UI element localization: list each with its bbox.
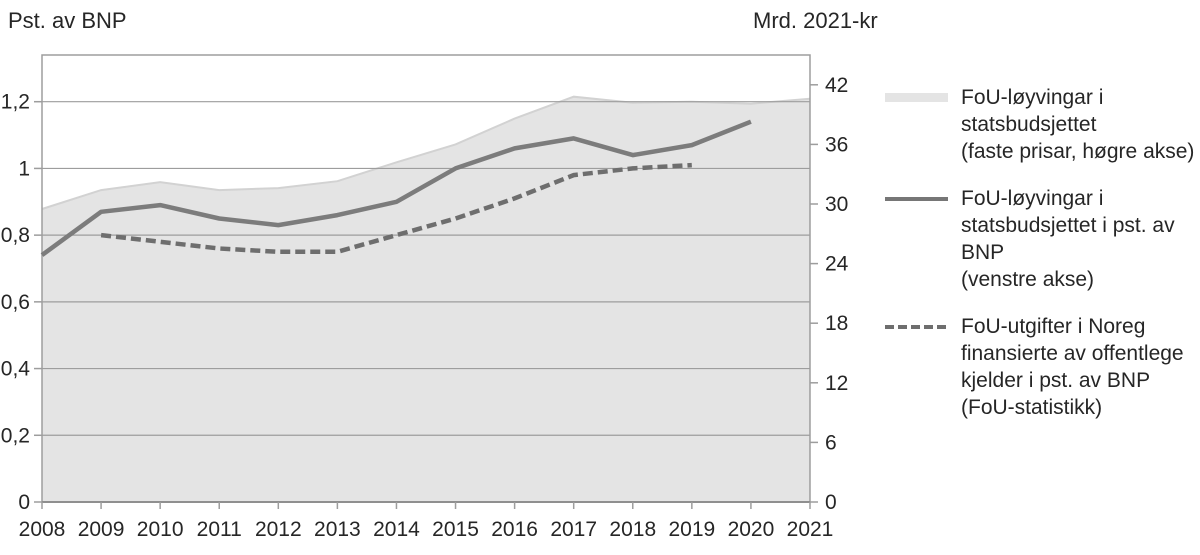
right-axis-tick-label: 42 <box>825 74 848 97</box>
right-axis-tick-label: 24 <box>825 253 849 276</box>
legend-entry-area: FoU-løyvingar i statsbudsjettet (faste p… <box>885 84 1195 165</box>
x-axis-tick-label: 2009 <box>78 518 125 541</box>
legend-line: kjelder i pst. av BNP <box>961 369 1151 392</box>
right-axis-tick-label: 6 <box>825 431 837 454</box>
x-axis-tick-label: 2021 <box>787 518 834 541</box>
legend-line: FoU-løyvingar i <box>961 86 1104 109</box>
legend-line: statsbudsjettet i pst. av BNP <box>961 214 1175 264</box>
left-axis-tick-label: 1 <box>18 157 30 180</box>
x-axis-tick-label: 2020 <box>728 518 775 541</box>
legend-label-solid-line: FoU-løyvingar i statsbudsjettet i pst. a… <box>961 185 1195 293</box>
legend-entry-dashed-line: FoU-utgifter i Noreg finansierte av offe… <box>885 313 1195 421</box>
solid-line-swatch-icon <box>885 196 948 201</box>
x-axis-tick-label: 2016 <box>491 518 538 541</box>
area-swatch-cell <box>885 84 948 111</box>
x-axis-tick-label: 2012 <box>255 518 302 541</box>
legend: FoU-løyvingar i statsbudsjettet (faste p… <box>885 84 1195 421</box>
x-axis-tick-label: 2015 <box>432 518 479 541</box>
x-axis-tick-label: 2008 <box>19 518 66 541</box>
x-axis-tick-label: 2018 <box>609 518 656 541</box>
legend-line: FoU-løyvingar i <box>961 187 1104 210</box>
left-axis-title: Pst. av BNP <box>8 8 127 33</box>
area-series <box>42 96 810 502</box>
right-axis-tick-label: 12 <box>825 372 848 395</box>
left-axis-tick-label: 1,2 <box>1 91 30 114</box>
legend-line: (FoU-statistikk) <box>961 396 1103 419</box>
legend-entry-solid-line: FoU-løyvingar i statsbudsjettet i pst. a… <box>885 185 1195 293</box>
legend-label-area: FoU-løyvingar i statsbudsjettet (faste p… <box>961 84 1194 165</box>
left-axis-tick-label: 0,6 <box>1 291 30 314</box>
solid-line-series <box>40 119 752 257</box>
right-axis-title: Mrd. 2021-kr <box>753 8 878 33</box>
area-series-swatch-icon <box>885 93 948 102</box>
left-axis-tick-label: 0,8 <box>1 224 30 247</box>
left-axis-tick-label: 0,2 <box>1 424 30 447</box>
x-axis-tick-label: 2019 <box>668 518 715 541</box>
legend-line: (venstre akse) <box>961 268 1095 291</box>
dashed-line-swatch-cell <box>885 313 948 340</box>
x-axis-tick-label: 2011 <box>197 518 242 541</box>
legend-label-dashed-line: FoU-utgifter i Noreg finansierte av offe… <box>961 313 1184 421</box>
left-axis-tick-label: 0 <box>18 491 30 514</box>
dashed-line-swatch-icon <box>885 324 948 329</box>
x-axis-tick-label: 2014 <box>373 518 420 541</box>
legend-line: statsbudsjettet <box>961 113 1097 136</box>
right-axis-tick-label: 36 <box>825 133 848 156</box>
right-axis-tick-label: 0 <box>825 491 837 514</box>
x-axis-tick-label: 2017 <box>550 518 597 541</box>
x-axis-tick-label: 2013 <box>314 518 361 541</box>
right-axis-tick-label: 18 <box>825 312 848 335</box>
x-axis-tick-label: 2010 <box>137 518 184 541</box>
dashed-line-series <box>100 162 692 255</box>
legend-line: finansierte av offentlege <box>961 342 1184 365</box>
solid-line-swatch-cell <box>885 185 948 212</box>
legend-line: (faste prisar, høgre akse) <box>961 140 1195 163</box>
legend-line: FoU-utgifter i Noreg <box>961 315 1146 338</box>
left-axis-tick-label: 0,4 <box>1 358 31 381</box>
right-axis-tick-label: 30 <box>825 193 848 216</box>
